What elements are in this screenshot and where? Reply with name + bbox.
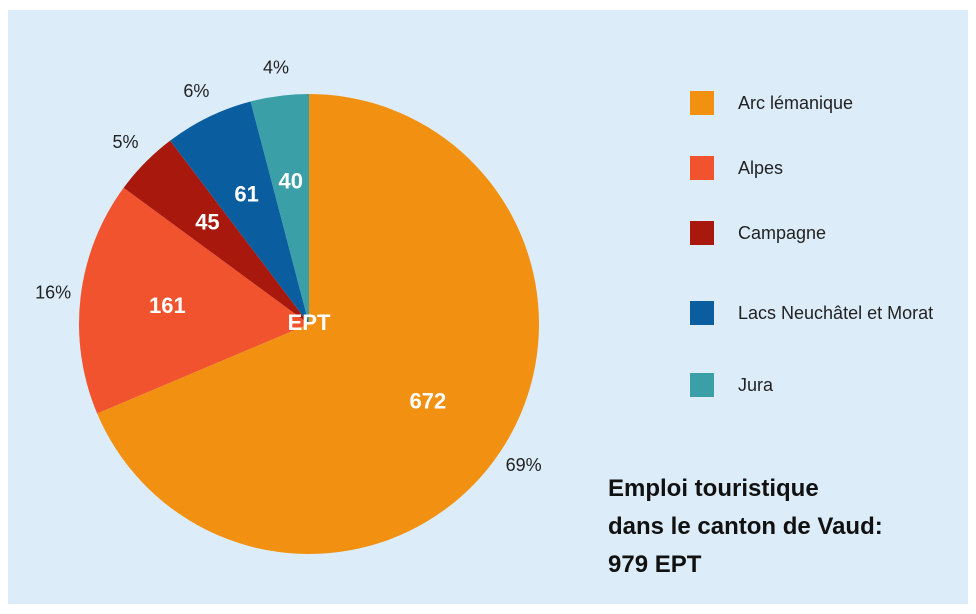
- legend-swatch: [690, 156, 714, 180]
- legend-swatch: [690, 91, 714, 115]
- legend-label: Campagne: [738, 222, 827, 243]
- legend-label: Arc lémanique: [738, 92, 854, 113]
- legend-label: Alpes: [738, 157, 784, 178]
- value-label: 161: [149, 293, 186, 318]
- center-label: EPT: [288, 310, 331, 335]
- pie-slice: [170, 101, 309, 324]
- percentage-label: 6%: [183, 81, 209, 101]
- title-line: Emploi touristique: [608, 475, 819, 502]
- legend-item: Arc lémanique: [690, 91, 938, 115]
- value-label: 672: [409, 389, 446, 414]
- value-label: 45: [195, 210, 219, 235]
- percentage-label: 5%: [113, 132, 139, 152]
- pie-slice: [123, 140, 310, 324]
- legend-item: Campagne: [690, 221, 938, 245]
- value-label: 61: [234, 182, 258, 207]
- percentage-label: 16%: [35, 283, 71, 303]
- pie-slice: [78, 187, 309, 414]
- legend-label: Jura: [738, 374, 774, 395]
- legend-item: Alpes: [690, 156, 938, 180]
- legend-label: Lacs Neuchâtel et Morat: [738, 302, 934, 323]
- chart-title: Emploi touristique dans le canton de Vaud…: [608, 470, 883, 584]
- title-line: 979 EPT: [608, 551, 702, 578]
- legend-item: Jura: [690, 373, 938, 397]
- legend-item: Lacs Neuchâtel et Morat: [690, 301, 938, 325]
- title-line: dans le canton de Vaud:: [608, 513, 883, 540]
- value-label: 40: [279, 168, 303, 193]
- legend-swatch: [690, 301, 714, 325]
- legend-swatch: [690, 373, 714, 397]
- pie-slice: [250, 94, 309, 324]
- legend-swatch: [690, 221, 714, 245]
- pie-slice: [97, 94, 539, 554]
- percentage-label: 69%: [506, 455, 542, 475]
- percentage-label: 4%: [263, 57, 289, 77]
